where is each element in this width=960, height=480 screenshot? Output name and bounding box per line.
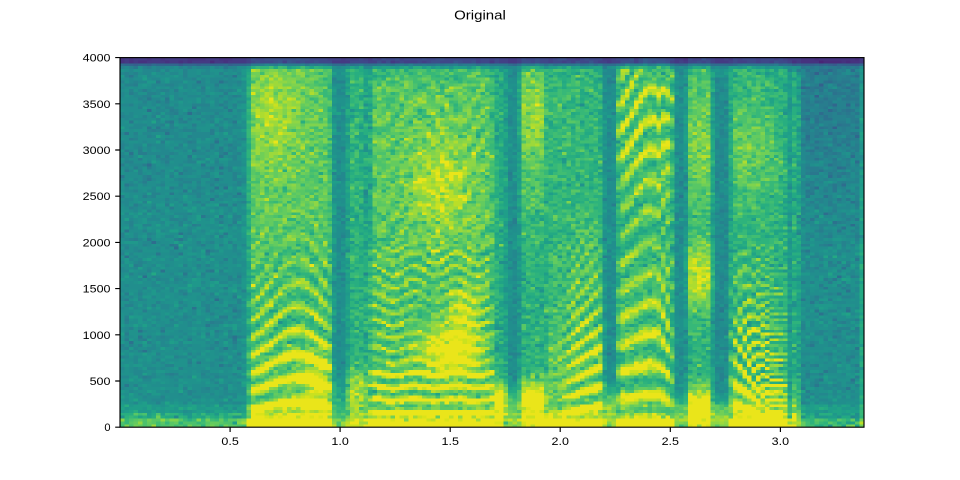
svg-text:Original: Original — [454, 7, 506, 22]
svg-text:1500: 1500 — [83, 284, 111, 296]
svg-text:2.5: 2.5 — [662, 436, 679, 448]
svg-text:0: 0 — [104, 422, 110, 434]
svg-text:2.0: 2.0 — [552, 436, 569, 448]
svg-text:2500: 2500 — [83, 191, 111, 203]
svg-text:3000: 3000 — [83, 145, 111, 157]
svg-text:500: 500 — [90, 376, 111, 388]
svg-text:4000: 4000 — [83, 53, 111, 65]
svg-text:0.5: 0.5 — [221, 436, 238, 448]
svg-text:2000: 2000 — [83, 237, 111, 249]
svg-text:3500: 3500 — [83, 99, 111, 111]
svg-text:3.0: 3.0 — [772, 436, 789, 448]
svg-text:1000: 1000 — [83, 330, 111, 342]
svg-text:1.5: 1.5 — [442, 436, 459, 448]
svg-text:1.0: 1.0 — [331, 436, 348, 448]
